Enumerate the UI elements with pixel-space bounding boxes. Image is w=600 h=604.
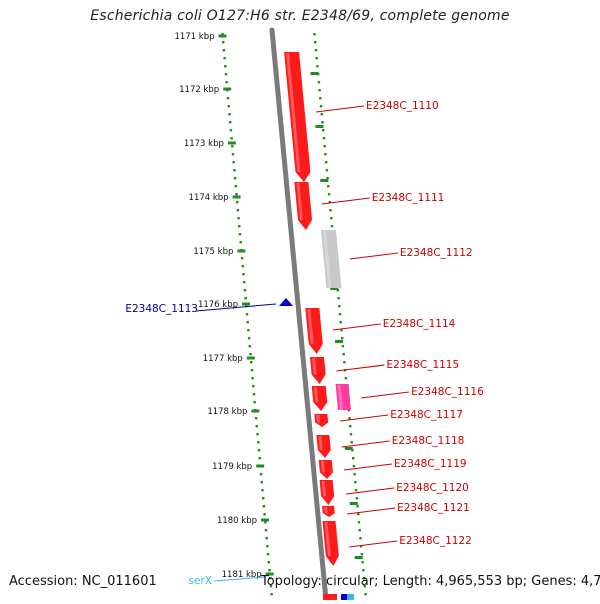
genome-backbone: [269, 27, 329, 603]
kbp-tick-label: 1175 kbp: [193, 247, 233, 257]
gene-arrow-e2348c-1120[interactable]: [318, 460, 333, 479]
kbp-tick-label: 1179 kbp: [212, 462, 252, 472]
kbp-tick-mark: [335, 340, 343, 343]
gene-label-leader: [349, 540, 398, 548]
gene-label[interactable]: E2348C_1116: [411, 386, 484, 398]
kbp-tick-mark: [265, 572, 274, 576]
kbp-tick-label: 1171 kbp: [174, 32, 214, 42]
gene-label[interactable]: E2348C_1115: [387, 359, 460, 371]
gene-arrow-e2348c-1122[interactable]: [322, 506, 335, 517]
kbp-tick-label: 1181 kbp: [222, 570, 262, 580]
kbp-tick-mark: [261, 518, 269, 522]
gene-label-leader: [195, 303, 277, 312]
gene-label-leader: [213, 576, 267, 582]
gene-label-leader: [321, 197, 370, 205]
gene-label-leader: [347, 507, 396, 515]
gene-label-leader: [340, 414, 389, 422]
gene-arrow-e2348c-1114[interactable]: [305, 308, 323, 354]
gene-arrow-e2348c-1117[interactable]: [311, 386, 328, 411]
genome-summary-text: Topology: circular; Length: 4,965,553 bp…: [261, 574, 600, 589]
right-tick-ring: [313, 33, 367, 596]
gene-label[interactable]: E2348C_1112: [400, 247, 473, 259]
kbp-tick-mark: [223, 87, 232, 91]
gene-label[interactable]: E2348C_1110: [366, 100, 439, 112]
gene-label[interactable]: E2348C_1114: [383, 318, 456, 330]
gene-arrow-e2348c-1111[interactable]: [294, 182, 312, 230]
kbp-tick-label: 1176 kbp: [198, 300, 238, 310]
kbp-tick-label: 1173 kbp: [184, 139, 224, 149]
gene-label[interactable]: E2348C_1118: [392, 435, 465, 447]
gene-arrow-partial[interactable]: [341, 594, 347, 600]
kbp-tick-mark: [242, 302, 250, 306]
gene-arrow-e2348c-1116[interactable]: [335, 384, 351, 410]
gene-arrow-e2348c-1122[interactable]: [322, 521, 339, 566]
gene-arrow-e2348c-1110[interactable]: [284, 52, 311, 182]
kbp-tick-mark: [218, 34, 227, 38]
kbp-tick-mark: [237, 249, 246, 253]
kbp-tick-mark: [315, 125, 324, 128]
left-tick-ring: [221, 33, 273, 596]
gene-arrow-e2348c-1113[interactable]: [279, 298, 293, 306]
kbp-tick-mark: [354, 556, 363, 559]
kbp-tick-label: 1172 kbp: [179, 85, 219, 95]
gene-label[interactable]: E2348C_1122: [399, 535, 472, 547]
kbp-tick-mark: [256, 464, 265, 468]
gene-arrow-e2348c-1119[interactable]: [316, 435, 331, 458]
gene-label[interactable]: E2348C_1121: [397, 502, 470, 514]
kbp-tick-mark: [344, 447, 353, 450]
trna-partial[interactable]: [347, 594, 354, 600]
gene-arrow-partial[interactable]: [323, 594, 337, 600]
kbp-tick-label: 1178 kbp: [207, 407, 247, 417]
gene-label-leader: [343, 463, 392, 471]
gene-label[interactable]: E2348C_1113: [125, 303, 198, 315]
genome-title: Escherichia coli O127:H6 str. E2348/69, …: [90, 8, 510, 24]
gene-label-leader: [315, 105, 365, 113]
kbp-tick-mark: [246, 356, 255, 360]
gene-label[interactable]: serX: [189, 575, 212, 587]
gene-label[interactable]: E2348C_1120: [396, 482, 469, 494]
gene-label[interactable]: E2348C_1117: [390, 409, 463, 421]
gene-arrow-e2348c-1112[interactable]: [320, 230, 342, 288]
kbp-tick-mark: [251, 409, 260, 413]
gene-label-leader: [361, 391, 410, 399]
gene-arrow-e2348c-1121[interactable]: [319, 480, 335, 505]
kbp-tick-mark: [320, 179, 329, 182]
kbp-tick-label: 1180 kbp: [217, 516, 257, 526]
kbp-tick-mark: [227, 141, 236, 145]
gene-label-leader: [349, 252, 398, 260]
gene-arrow-e2348c-1115[interactable]: [309, 357, 326, 384]
kbp-tick-label: 1174 kbp: [189, 193, 229, 203]
gene-label[interactable]: E2348C_1111: [372, 192, 445, 204]
gene-label[interactable]: E2348C_1119: [394, 458, 467, 470]
gene-label-leader: [346, 487, 395, 495]
gene-label-leader: [336, 364, 385, 372]
kbp-tick-mark: [310, 72, 319, 75]
kbp-tick-mark: [349, 502, 358, 505]
kbp-tick-label: 1177 kbp: [203, 354, 243, 364]
accession-text: Accession: NC_011601: [9, 574, 157, 589]
kbp-tick-mark: [330, 287, 339, 290]
gene-arrow-e2348c-1118[interactable]: [314, 414, 329, 427]
gene-label-leader: [341, 440, 390, 448]
kbp-tick-mark: [232, 195, 241, 199]
gene-label-leader: [332, 323, 381, 331]
